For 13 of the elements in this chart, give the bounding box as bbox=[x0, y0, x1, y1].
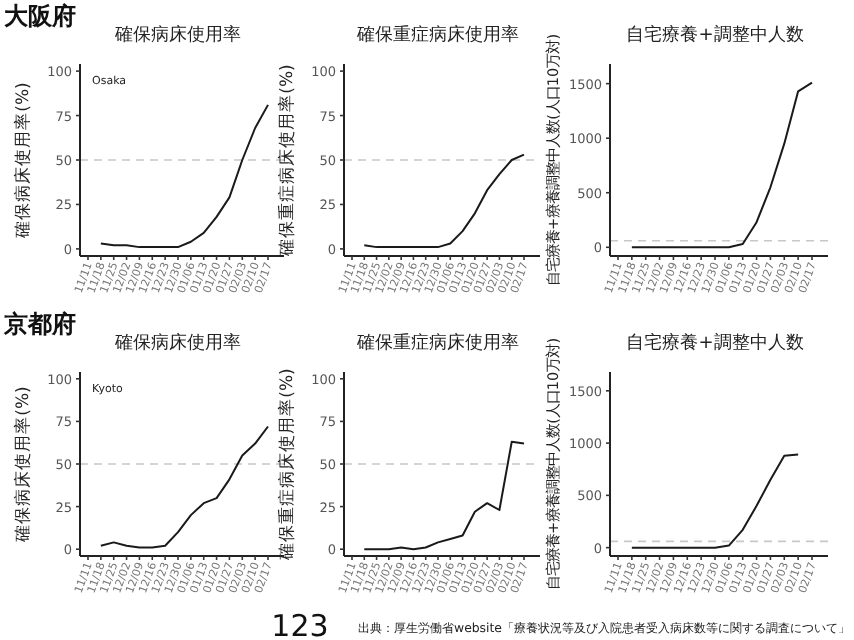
chart-title: 確保重症病床使用率 bbox=[355, 24, 519, 46]
y-axis-title: 確保病床使用率(%) bbox=[12, 82, 34, 240]
y-axis-title: 確保病床使用率(%) bbox=[12, 386, 34, 544]
text: 123 bbox=[271, 608, 329, 640]
chart-title: 自宅療養+調整中人数 bbox=[626, 332, 804, 354]
chart-title: 確保病床使用率 bbox=[113, 24, 241, 46]
y-axis-title: 確保重症病床使用率(%) bbox=[276, 64, 298, 258]
text: 京都府 bbox=[2, 310, 76, 338]
text: 大阪府 bbox=[4, 2, 76, 30]
y-axis-title: 確保重症病床使用率(%) bbox=[276, 368, 298, 562]
chart-title: 確保重症病床使用率 bbox=[355, 332, 519, 354]
chart-title: 自宅療養+調整中人数 bbox=[626, 24, 804, 46]
chart-title: 確保病床使用率 bbox=[113, 332, 241, 354]
